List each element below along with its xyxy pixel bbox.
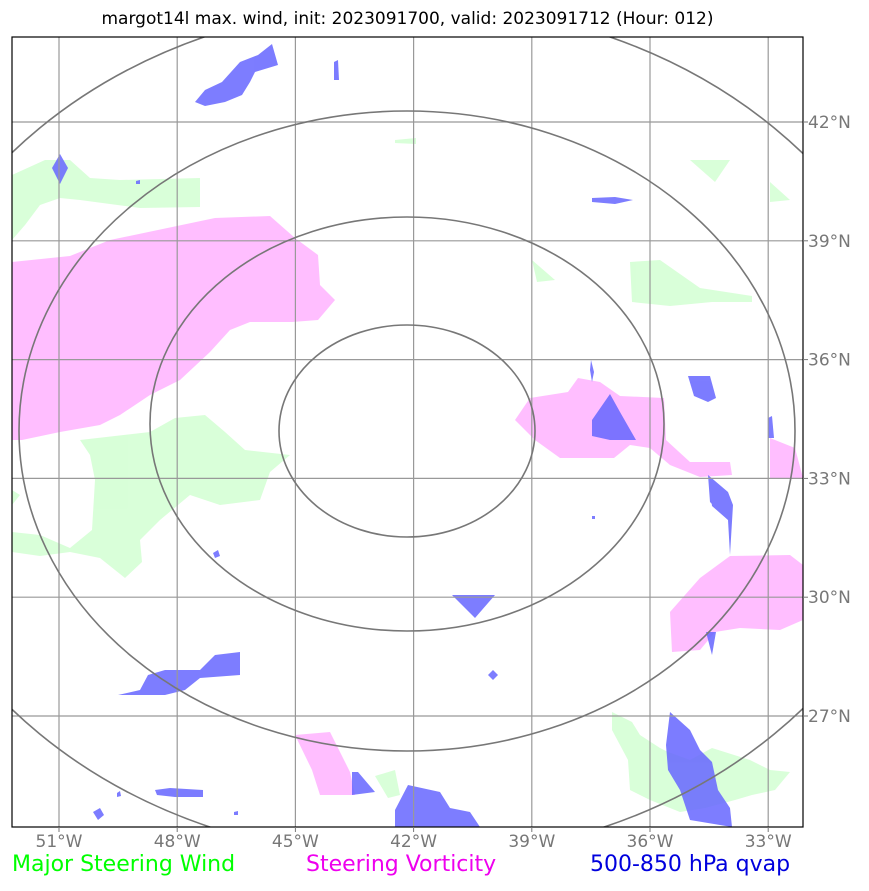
steering-wind-area	[395, 138, 416, 144]
steering-wind-area	[532, 260, 555, 282]
qvap-area	[488, 670, 498, 680]
lon-tick-label: 36°W	[627, 832, 674, 852]
range-ring-2	[149, 216, 665, 632]
qvap-area	[592, 197, 633, 204]
graticule	[12, 37, 803, 827]
qvap-layer	[52, 44, 774, 827]
qvap-area	[136, 180, 140, 184]
lat-tick-label: 33°N	[808, 469, 851, 489]
range-ring-3	[18, 110, 796, 752]
qvap-area	[688, 376, 716, 402]
range-rings	[12, 37, 803, 827]
steering-vorticity-area	[670, 555, 803, 652]
plot-frame	[11, 36, 804, 828]
map-layers	[12, 37, 803, 827]
plot-background	[12, 37, 803, 827]
qvap-area	[708, 475, 733, 555]
steering-wind-area	[630, 260, 752, 306]
qvap-area	[590, 360, 594, 382]
qvap-area	[93, 808, 104, 820]
lon-tick-label: 48°W	[154, 832, 201, 852]
qvap-area	[195, 44, 278, 106]
qvap-area	[118, 652, 240, 695]
steering-wind-area	[375, 770, 400, 798]
qvap-area	[117, 791, 121, 797]
qvap-area	[706, 632, 716, 655]
qvap-area	[592, 516, 595, 519]
qvap-area	[592, 394, 636, 440]
legend-steering-vorticity: Steering Vorticity	[306, 852, 497, 877]
qvap-area	[155, 788, 203, 797]
qvap-area	[334, 60, 339, 80]
map-title: margot14l max. wind, init: 2023091700, v…	[101, 9, 714, 29]
legend-steering-wind: Major Steering Wind	[12, 852, 236, 877]
legend-qvap: 500-850 hPa qvap	[590, 852, 791, 877]
lon-tick-label: 42°W	[390, 832, 437, 852]
latitude-labels: 42°N 39°N 36°N 33°N 30°N 27°N	[803, 113, 851, 727]
qvap-area	[234, 811, 238, 815]
qvap-area	[52, 154, 68, 184]
steering-vorticity-area	[295, 732, 355, 795]
qvap-area	[768, 416, 774, 438]
qvap-area	[213, 550, 220, 558]
lon-tick-label: 45°W	[272, 832, 319, 852]
lat-tick-label: 39°N	[808, 232, 851, 252]
lat-tick-label: 42°N	[808, 113, 851, 133]
qvap-area	[395, 785, 480, 827]
lat-tick-label: 30°N	[808, 588, 851, 608]
lon-tick-label: 33°W	[745, 832, 792, 852]
range-ring-inner	[278, 324, 536, 538]
lon-tick-label: 39°W	[508, 832, 555, 852]
steering-wind-area	[12, 415, 290, 578]
steering-vorticity-area	[12, 216, 335, 440]
lat-tick-label: 27°N	[808, 707, 851, 727]
longitude-labels: 51°W 48°W 45°W 42°W 39°W 36°W 33°W	[36, 827, 792, 852]
steering-wind-area	[690, 160, 730, 182]
lon-tick-label: 51°W	[36, 832, 83, 852]
steering-wind-area	[12, 490, 20, 505]
qvap-area	[666, 712, 732, 827]
qvap-area	[352, 772, 375, 795]
qvap-area	[452, 595, 495, 618]
lat-tick-label: 36°N	[808, 351, 851, 371]
steering-wind-area	[770, 182, 790, 202]
steering-vorticity-layer	[12, 216, 803, 795]
